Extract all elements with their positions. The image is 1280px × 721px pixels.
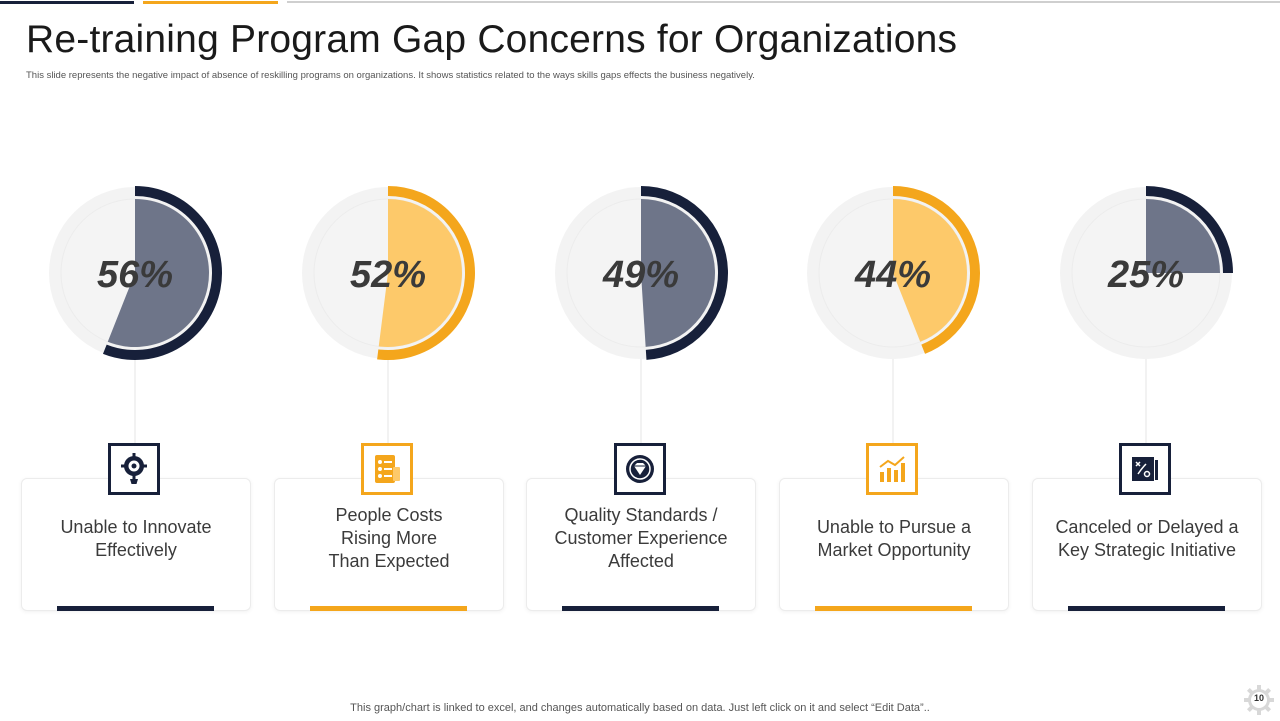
pie-arc: [102, 186, 222, 360]
card-accent-bar: [310, 606, 467, 611]
pie-arc: [892, 186, 980, 354]
pie-slice: [1146, 199, 1220, 273]
card-accent-bar: [1068, 606, 1225, 611]
card-label: Unable to Innovate Effectively: [60, 516, 212, 560]
pie-slice: [893, 199, 968, 342]
top-rule-navy: [0, 1, 134, 4]
card-label: Canceled or Delayed a Key Strategic Init…: [1055, 516, 1239, 560]
stat-card-3: Quality Standards / Customer Experience …: [526, 478, 756, 611]
page-subtitle: This slide represents the negative impac…: [26, 70, 755, 81]
page-number-badge: 10: [1243, 684, 1275, 716]
growth-chart-icon: [866, 443, 918, 495]
quality-badge-icon: [614, 443, 666, 495]
pie-arc: [640, 186, 728, 360]
pie-slice: [378, 199, 462, 347]
footer-note: This graph/chart is linked to excel, and…: [350, 702, 930, 714]
lightbulb-gear-icon: [108, 443, 160, 495]
pie-slice: [641, 199, 715, 347]
card-label: People Costs Rising More Than Expected: [328, 505, 450, 571]
checklist-icon: [361, 443, 413, 495]
pie-arc: [377, 186, 475, 360]
pie-arc: [1145, 186, 1233, 274]
card-label: Quality Standards / Customer Experience …: [554, 505, 728, 571]
page-title: Re-training Program Gap Concerns for Org…: [26, 18, 958, 61]
card-label: Unable to Pursue a Market Opportunity: [816, 516, 972, 560]
card-accent-bar: [815, 606, 972, 611]
page-number: 10: [1253, 693, 1264, 703]
stat-card-2: People Costs Rising More Than Expected: [274, 478, 504, 611]
gear-icon: [1244, 685, 1274, 715]
top-rule-orange: [143, 1, 278, 4]
strategy-board-icon: [1119, 443, 1171, 495]
pie-value-label: 44%: [854, 254, 931, 296]
pie-value-label: 49%: [602, 254, 679, 296]
pie-value-label: 56%: [97, 254, 173, 296]
stat-card-4: Unable to Pursue a Market Opportunity: [779, 478, 1009, 611]
card-accent-bar: [57, 606, 214, 611]
pie-slice: [107, 199, 209, 347]
top-rule-gray: [287, 1, 1280, 3]
card-accent-bar: [562, 606, 719, 611]
stat-card-5: Canceled or Delayed a Key Strategic Init…: [1032, 478, 1262, 611]
stat-card-1: Unable to Innovate Effectively: [21, 478, 251, 611]
pie-value-label: 52%: [350, 254, 426, 296]
pie-value-label: 25%: [1107, 254, 1184, 296]
